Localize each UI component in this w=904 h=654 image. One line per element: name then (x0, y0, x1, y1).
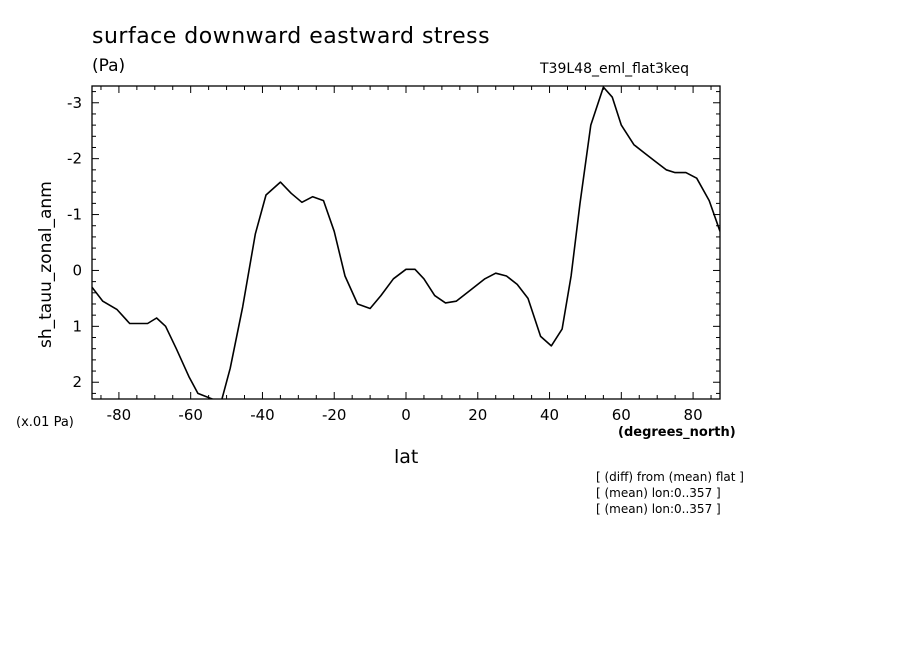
x-tick-label: -60 (178, 406, 203, 424)
x-axis-unit: (degrees_north) (618, 425, 736, 440)
y-scale-note: (x.01 Pa) (16, 415, 74, 430)
y-tick-label: 2 (72, 373, 82, 391)
x-tick-label: -40 (250, 406, 275, 424)
x-tick-label: 40 (540, 406, 559, 424)
x-axis-label: lat (394, 446, 419, 468)
y-tick-label: -3 (67, 94, 82, 112)
footnote: [ (mean) lon:0..357 ] (596, 486, 721, 500)
y-tick-label: -1 (67, 206, 82, 224)
y-tick-label: 1 (72, 317, 82, 335)
chart-title: surface downward eastward stress (92, 24, 491, 49)
x-tick-label: 80 (684, 406, 703, 424)
x-tick-label: -20 (322, 406, 347, 424)
y-tick-label: -2 (67, 150, 82, 168)
y-tick-label: 0 (72, 261, 82, 279)
footnote: [ (mean) lon:0..357 ] (596, 502, 721, 516)
chart-unit: (Pa) (92, 56, 126, 76)
series-line (92, 86, 720, 399)
x-tick-label: -80 (107, 406, 132, 424)
run-name: T39L48_eml_flat3keq (540, 61, 690, 77)
x-tick-label: 20 (468, 406, 487, 424)
x-tick-label: 60 (612, 406, 631, 424)
x-tick-label: 0 (401, 406, 411, 424)
footnote: [ (diff) from (mean) flat ] (596, 470, 744, 484)
